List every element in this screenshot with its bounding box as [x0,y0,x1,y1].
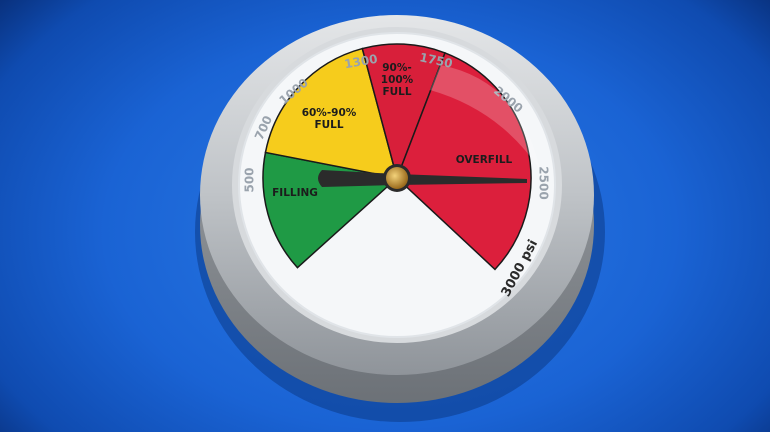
zone-2 [361,43,446,181]
zone-label: 90%-100% FULL [381,62,414,98]
tick-label: 1300 [343,52,378,72]
needle [318,170,527,187]
tick-label: 500 [243,167,257,192]
zone-label: OVERFILL [456,154,513,166]
needle-hub-cap [386,167,408,189]
zone-1 [264,47,399,179]
zone-label: FILLING [272,187,318,199]
glass-glare [430,65,540,170]
zone-label: 60%-90% FULL [302,107,357,131]
tick-label: 2500 [537,166,551,199]
tick-label: 1750 [418,50,454,71]
zone-3 [396,51,532,271]
